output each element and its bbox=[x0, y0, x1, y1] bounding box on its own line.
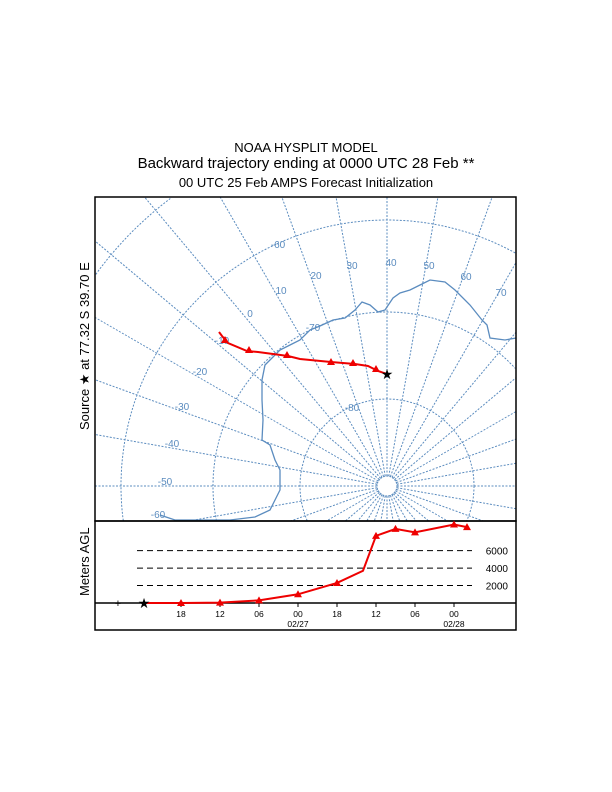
meridian-line bbox=[391, 262, 517, 478]
meridian-line bbox=[188, 487, 378, 522]
meridian-line bbox=[391, 494, 408, 522]
trajectory-marker bbox=[245, 346, 253, 353]
model-title: NOAA HYSPLIT MODEL bbox=[234, 140, 378, 155]
trajectory-marker bbox=[221, 336, 229, 343]
meridian-line bbox=[94, 379, 378, 484]
meridian-line bbox=[393, 331, 517, 479]
x-tick-label: 00 bbox=[293, 609, 303, 619]
height-data-point bbox=[463, 523, 471, 531]
meridian-line bbox=[144, 196, 381, 479]
source-label: Source ★ at 77.32 S 39.70 E bbox=[77, 262, 92, 430]
trajectory-line bbox=[218, 331, 388, 375]
x-tick-label: 18 bbox=[332, 609, 342, 619]
meridian-line bbox=[394, 377, 517, 480]
longitude-label: 0 bbox=[247, 309, 253, 320]
source-star-icon: ★ bbox=[138, 595, 151, 611]
meridian-line bbox=[396, 487, 517, 510]
longitude-label: 10 bbox=[275, 286, 287, 297]
meridian-line bbox=[94, 434, 378, 485]
latitude-circle bbox=[95, 198, 171, 275]
meridian-line bbox=[366, 494, 383, 522]
y-tick-label: 4000 bbox=[486, 564, 509, 575]
trajectory-marker bbox=[372, 365, 380, 372]
meridian-line bbox=[396, 488, 484, 522]
longitude-label: 50 bbox=[423, 261, 435, 272]
height-series-line bbox=[144, 523, 468, 604]
trajectory-marker bbox=[327, 358, 335, 365]
height-data-point bbox=[333, 578, 341, 586]
longitude-label: 30 bbox=[346, 261, 358, 272]
meridian-line bbox=[394, 492, 430, 522]
meridian-line bbox=[281, 196, 385, 477]
meridian-line bbox=[380, 495, 386, 522]
trajectory-marker bbox=[283, 351, 291, 358]
y-tick-label: 2000 bbox=[486, 582, 509, 593]
x-tick-label: 06 bbox=[410, 609, 420, 619]
meridian-line bbox=[357, 493, 381, 522]
latitude-label: -60 bbox=[271, 240, 286, 251]
longitude-label: -60 bbox=[151, 510, 166, 521]
initialization-subtitle: 00 UTC 25 Feb AMPS Forecast Initializati… bbox=[178, 175, 434, 190]
coastline bbox=[159, 279, 517, 521]
latitude-label: -70 bbox=[306, 323, 321, 334]
source-star-icon: ★ bbox=[381, 366, 394, 382]
longitude-label: 40 bbox=[385, 258, 397, 269]
height-data-point bbox=[391, 524, 400, 532]
latitude-label: -80 bbox=[345, 403, 360, 414]
meridian-line bbox=[396, 438, 517, 484]
x-tick-date: 02/27 bbox=[287, 619, 309, 629]
meridian-line bbox=[395, 411, 517, 482]
meridian-line bbox=[389, 196, 493, 477]
x-tick-date: 02/28 bbox=[443, 619, 465, 629]
meridian-line bbox=[373, 495, 385, 522]
y-axis-label: Meters AGL bbox=[77, 527, 92, 596]
plus-marker-icon: + bbox=[115, 598, 121, 610]
meridian-line bbox=[388, 495, 394, 522]
trajectory-marker bbox=[349, 359, 357, 366]
latitude-circle bbox=[212, 311, 516, 521]
height-data-point bbox=[177, 599, 185, 606]
x-tick-label: 12 bbox=[371, 609, 381, 619]
latitude-circle bbox=[299, 398, 475, 521]
height-data-point bbox=[216, 598, 224, 606]
meridian-line bbox=[395, 490, 448, 522]
trajectory-map: ★ bbox=[218, 331, 394, 382]
x-tick-label: 12 bbox=[215, 609, 225, 619]
meridian-line bbox=[393, 493, 417, 522]
longitude-label: 60 bbox=[460, 272, 472, 283]
trajectory-title: Backward trajectory ending at 0000 UTC 2… bbox=[137, 155, 475, 172]
latitude-circle bbox=[376, 475, 398, 497]
map-grid bbox=[94, 196, 517, 522]
latitude-circle bbox=[120, 219, 517, 521]
height-data-point bbox=[372, 531, 380, 539]
longitude-label: -50 bbox=[158, 477, 173, 488]
longitude-label: -20 bbox=[193, 367, 208, 378]
height-data-point bbox=[450, 520, 458, 528]
meridian-line bbox=[388, 196, 439, 477]
longitude-label: 70 bbox=[495, 288, 507, 299]
y-tick-label: 6000 bbox=[486, 547, 509, 558]
meridian-line bbox=[335, 196, 386, 477]
meridian-line bbox=[396, 462, 517, 485]
meridian-line bbox=[326, 490, 379, 522]
x-tick-label: 06 bbox=[254, 609, 264, 619]
longitude-label: 20 bbox=[310, 271, 322, 282]
meridian-line bbox=[389, 495, 401, 522]
height-panel-frame bbox=[94, 520, 517, 631]
height-data-point bbox=[411, 528, 419, 536]
meridian-line bbox=[94, 240, 380, 480]
longitude-label: -40 bbox=[165, 439, 180, 450]
x-tick-label: 18 bbox=[176, 609, 186, 619]
height-data-point bbox=[294, 590, 302, 598]
height-data-point bbox=[255, 596, 263, 604]
meridian-line bbox=[290, 488, 378, 522]
meridian-line bbox=[344, 492, 380, 522]
longitude-label: -30 bbox=[175, 402, 190, 413]
x-tick-label: 00 bbox=[449, 609, 459, 619]
meridian-line bbox=[219, 196, 383, 478]
